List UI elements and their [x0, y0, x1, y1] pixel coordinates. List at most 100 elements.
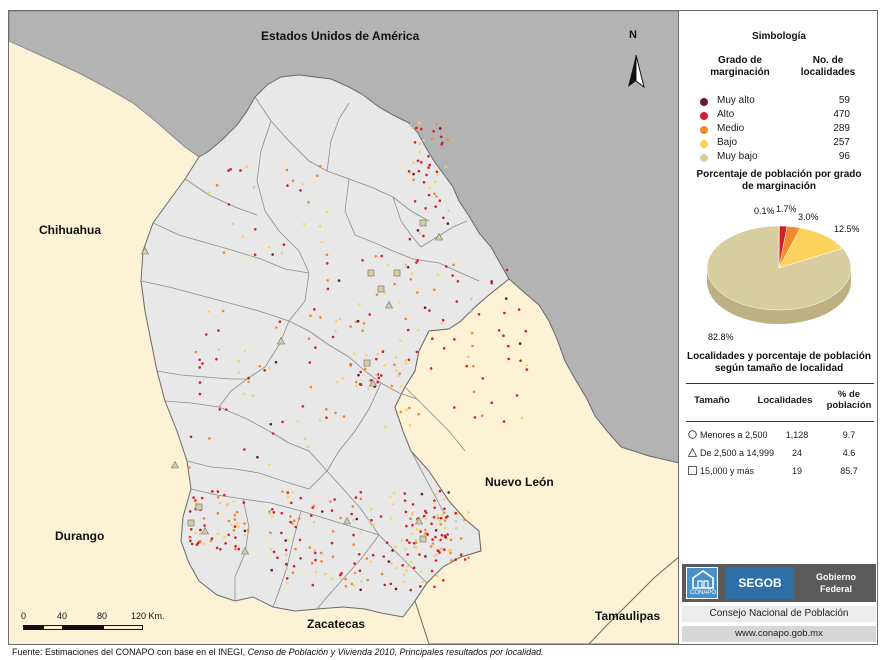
locality-point	[269, 548, 273, 551]
locality-point	[428, 186, 432, 190]
locality-point	[403, 492, 407, 495]
locality-point	[434, 180, 437, 184]
size-pct: 85.7	[840, 466, 858, 476]
locality-point	[490, 401, 494, 405]
locality-point	[278, 320, 282, 324]
locality-point	[434, 559, 438, 562]
category-swatch	[700, 126, 708, 134]
locality-point	[440, 533, 444, 537]
locality-point	[411, 126, 414, 130]
locality-point	[325, 416, 328, 420]
locality-points	[140, 122, 529, 592]
locality-point	[307, 445, 310, 449]
locality-point	[217, 348, 221, 351]
locality-point	[417, 412, 421, 416]
locality-point	[215, 546, 219, 550]
locality-point	[402, 573, 406, 576]
locality-point	[427, 193, 431, 197]
locality-point	[453, 406, 456, 409]
city-square-marker	[363, 359, 371, 367]
locality-point	[412, 172, 415, 176]
locality-point	[307, 201, 310, 204]
locality-point	[234, 544, 237, 548]
locality-point	[227, 519, 231, 523]
locality-point	[221, 309, 225, 313]
locality-point	[286, 184, 289, 187]
locality-point	[252, 185, 256, 189]
locality-point	[356, 319, 360, 323]
gobierno-logo: Gobierno Federal	[816, 572, 856, 594]
locality-point	[285, 577, 289, 580]
locality-point	[227, 203, 231, 206]
locality-point	[242, 392, 246, 396]
locality-point	[408, 237, 412, 241]
locality-point	[268, 366, 271, 370]
locality-point	[361, 258, 364, 262]
category-row: Bajo 257	[700, 137, 860, 150]
locality-point	[224, 542, 227, 545]
city-square-marker	[367, 269, 375, 277]
locality-point	[218, 501, 222, 505]
map-frame: Estados Unidos de América Chihuahua Dura…	[8, 10, 878, 645]
locality-point	[481, 377, 485, 380]
locality-point	[234, 547, 237, 551]
locality-point	[353, 571, 357, 575]
category-row: Medio 289	[700, 123, 860, 136]
locality-point	[234, 536, 237, 539]
locality-point	[369, 379, 373, 382]
website-link[interactable]: www.conapo.gob.mx	[682, 626, 876, 642]
locality-point	[200, 496, 204, 500]
locality-point	[418, 142, 422, 145]
city-square-marker	[419, 219, 427, 227]
locality-point	[320, 240, 324, 244]
locality-point	[383, 583, 387, 587]
locality-point	[435, 195, 438, 198]
locality-point	[432, 555, 436, 558]
locality-point	[233, 513, 237, 517]
map-panel[interactable]: Estados Unidos de América Chihuahua Dura…	[9, 11, 679, 644]
locality-point	[271, 515, 274, 519]
locality-point	[463, 518, 466, 522]
locality-point	[256, 455, 259, 459]
locality-point	[282, 243, 286, 246]
locality-point	[449, 538, 453, 542]
locality-point	[369, 508, 373, 511]
locality-point	[198, 392, 202, 396]
locality-point	[227, 169, 230, 172]
locality-point	[272, 511, 276, 514]
locality-point	[222, 251, 226, 254]
locality-point	[386, 263, 390, 267]
locality-point	[407, 170, 411, 173]
locality-point	[318, 225, 322, 228]
locality-point	[314, 570, 318, 574]
category-label: Bajo	[717, 137, 738, 148]
locality-point	[203, 542, 207, 546]
locality-point	[446, 138, 450, 142]
locality-point	[366, 578, 370, 582]
locality-point	[421, 580, 425, 584]
locality-point	[497, 329, 501, 332]
locality-point	[335, 380, 339, 384]
locality-point	[367, 387, 370, 391]
locality-point	[292, 519, 296, 522]
scale-bar: 0 40 80 120 Km.	[21, 611, 221, 637]
locality-point	[431, 538, 434, 541]
city-square-marker	[393, 269, 401, 277]
locality-point	[270, 568, 274, 572]
locality-point	[424, 517, 428, 520]
scale-segment	[43, 625, 63, 630]
locality-point	[360, 580, 363, 583]
locality-point	[446, 222, 450, 225]
size-label: 15,000 y más	[700, 466, 755, 476]
locality-point	[435, 170, 439, 174]
locality-point	[359, 490, 363, 494]
size-row: Menores a 2,500 1,128 9.7	[686, 429, 874, 443]
locality-point	[383, 364, 386, 367]
locality-point	[415, 350, 419, 354]
locality-point	[409, 277, 413, 281]
locality-point	[377, 376, 381, 380]
locality-point	[331, 335, 335, 339]
locality-point	[247, 376, 250, 380]
locality-point	[286, 538, 290, 541]
locality-point	[436, 514, 439, 517]
